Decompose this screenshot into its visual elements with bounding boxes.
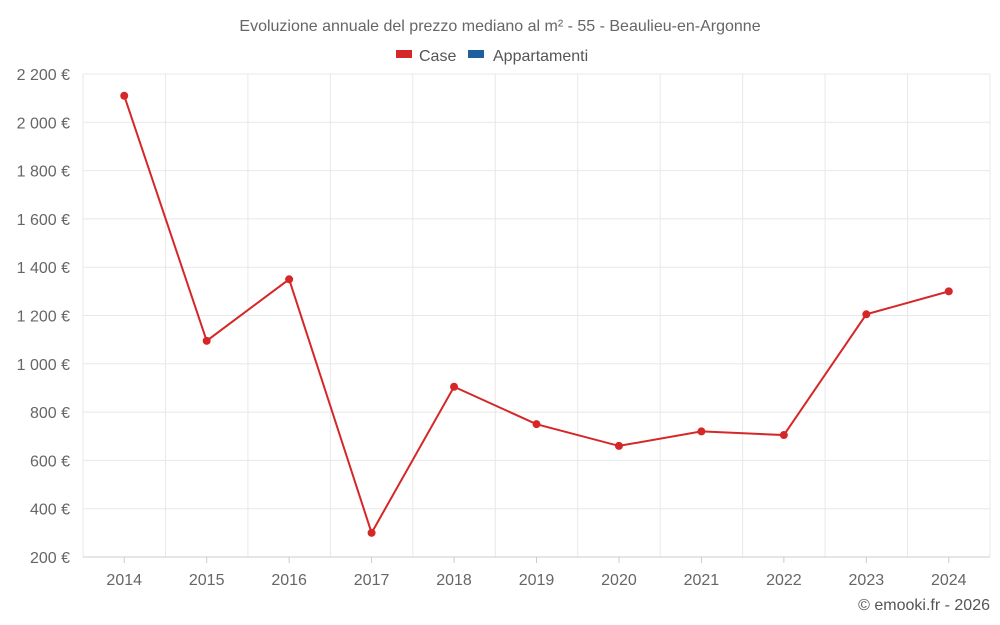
y-tick-label: 2 200 € [17,67,70,84]
y-tick-label: 1 200 € [17,309,70,326]
y-axis: 200 € 400 € 600 € 800 € 1 000 € 1 200 € 1 400 … [17,67,70,567]
y-tick-label: 2 000 € [17,115,70,132]
data-point[interactable] [450,382,459,391]
data-point[interactable] [532,420,541,429]
legend-swatch-appartamenti [468,50,484,58]
x-tick-label: 2019 [519,572,555,589]
y-tick-label: 1 600 € [17,212,70,229]
y-tick-label: 400 € [30,502,70,519]
y-tick-label: 600 € [30,453,70,470]
legend-swatch-case [396,50,412,58]
data-point[interactable] [614,441,623,450]
legend: Case Appartamenti [396,48,588,65]
y-tick-label: 1 800 € [17,164,70,181]
data-point[interactable] [697,427,706,436]
credit-text: © emooki.fr - 2026 [858,597,990,614]
y-tick-label: 1 400 € [17,260,70,277]
x-tick-label: 2017 [354,572,390,589]
data-point[interactable] [862,310,871,319]
x-tick-label: 2023 [849,572,885,589]
x-tick-label: 2016 [271,572,307,589]
chart-title: Evoluzione annuale del prezzo mediano al… [239,18,760,35]
x-tick-label: 2014 [106,572,142,589]
legend-item-case[interactable]: Case [396,48,456,65]
x-tick-label: 2018 [436,572,472,589]
legend-item-appartamenti[interactable]: Appartamenti [468,48,588,65]
data-point[interactable] [779,431,788,440]
legend-label-appartamenti: Appartamenti [493,48,588,65]
data-point[interactable] [367,528,376,537]
data-point[interactable] [202,336,211,345]
series-layer [120,91,953,537]
x-tick-label: 2020 [601,572,637,589]
x-axis: 2014 2015 2016 2017 2018 2019 2020 2021 2022 2023… [83,556,990,589]
x-tick-label: 2022 [766,572,802,589]
y-tick-label: 800 € [30,405,70,422]
data-point[interactable] [285,275,294,284]
x-tick-label: 2024 [931,572,967,589]
y-tick-label: 200 € [30,550,70,567]
y-tick-label: 1 000 € [17,357,70,374]
data-point[interactable] [944,287,953,296]
data-point[interactable] [120,91,129,100]
x-tick-label: 2021 [684,572,720,589]
legend-label-case: Case [419,48,456,65]
x-tick-label: 2015 [189,572,225,589]
gridlines [82,73,991,557]
